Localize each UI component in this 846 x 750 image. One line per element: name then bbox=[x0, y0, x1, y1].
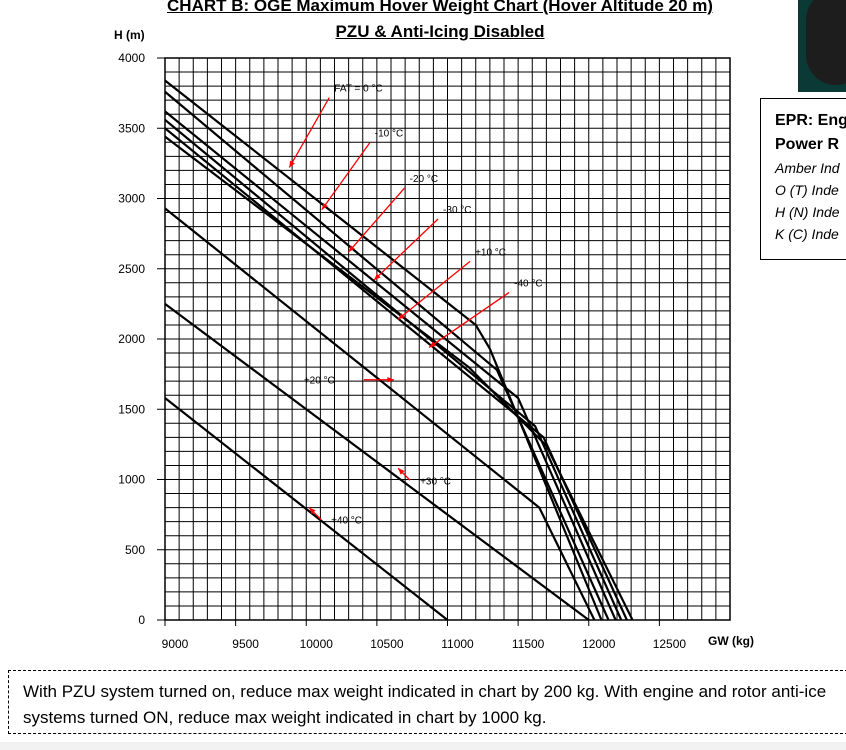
y-axis-label: H (m) bbox=[114, 28, 145, 42]
y-tick-label: 2500 bbox=[118, 262, 145, 276]
epr-line-k: K (C) Inde bbox=[775, 226, 839, 242]
annotation-arrowhead bbox=[398, 468, 405, 475]
annotation-arrow bbox=[373, 218, 439, 281]
annotation-label: +40 °C bbox=[331, 516, 362, 527]
series-line-3 bbox=[164, 118, 623, 621]
chart-title: CHART B: OGE Maximum Hover Weight Chart … bbox=[167, 0, 713, 15]
annotation-arrowhead bbox=[387, 377, 394, 383]
annotation-label: -30 °C bbox=[443, 205, 471, 216]
annotation-arrow bbox=[288, 97, 330, 168]
x-axis-label: GW (kg) bbox=[708, 634, 754, 648]
series-line-1 bbox=[164, 90, 610, 621]
epr-heading-2: Power R bbox=[775, 136, 840, 153]
series-line-2 bbox=[164, 110, 617, 621]
y-tick-label: 3500 bbox=[118, 121, 145, 135]
annotation-label: -10 °C bbox=[375, 129, 403, 140]
x-tick-label: 9500 bbox=[232, 637, 259, 651]
annotation-arrowhead bbox=[289, 160, 295, 168]
y-tick-label: 0 bbox=[138, 613, 145, 627]
x-tick-label: 10500 bbox=[370, 637, 404, 651]
annotation-label: +20 °C bbox=[304, 376, 335, 387]
y-tick-label: 1000 bbox=[118, 473, 145, 487]
x-tick-label: 9000 bbox=[162, 637, 189, 651]
series-line-6 bbox=[164, 207, 596, 621]
series-line-5 bbox=[164, 135, 634, 621]
epr-heading-1: EPR: Eng bbox=[775, 112, 846, 129]
x-tick-label: 12000 bbox=[582, 637, 616, 651]
series-line-8 bbox=[164, 397, 449, 621]
y-tick-label: 500 bbox=[125, 543, 145, 557]
annotation-arrow bbox=[428, 291, 510, 348]
epr-line-amber: Amber Ind bbox=[775, 160, 840, 176]
annotation-arrowhead bbox=[429, 341, 436, 348]
annotation-arrow bbox=[348, 187, 406, 253]
annotation-label: -20 °C bbox=[410, 174, 438, 185]
annotation-arrowhead bbox=[321, 202, 328, 210]
annotation-arrowhead bbox=[348, 245, 355, 252]
y-tick-label: 4000 bbox=[118, 51, 145, 65]
epr-line-h: H (N) Inde bbox=[775, 204, 840, 220]
annotation-arrow bbox=[321, 142, 371, 211]
annotation-label: -40 °C bbox=[514, 278, 542, 289]
epr-info-panel: EPR: Eng Power R Amber Ind O (T) Inde H … bbox=[760, 98, 846, 260]
annotation-label: FAT = 0 °C bbox=[334, 84, 382, 95]
annotation-arrowhead bbox=[374, 273, 381, 280]
annotation-arrowhead bbox=[398, 313, 405, 320]
correction-note: With PZU system turned on, reduce max we… bbox=[8, 670, 846, 734]
photo-thumbnail bbox=[798, 0, 846, 92]
hover-weight-chart: 9000 9500 10000 10500 11000 11500 12000 12500 0 5… bbox=[118, 51, 731, 651]
x-tick-label: 11500 bbox=[512, 637, 545, 651]
annotation-label: +30 °C bbox=[420, 476, 451, 487]
annotation-arrow bbox=[397, 260, 471, 320]
x-tick-label: 10000 bbox=[300, 637, 334, 651]
annotation-arrowhead bbox=[309, 507, 316, 515]
chart-subtitle: PZU & Anti-Icing Disabled bbox=[335, 22, 545, 41]
x-tick-label: 12500 bbox=[653, 637, 687, 651]
epr-line-o: O (T) Inde bbox=[775, 182, 839, 198]
y-tick-label: 2000 bbox=[118, 332, 145, 346]
series-line-0 bbox=[164, 79, 603, 621]
x-tick-label: 11000 bbox=[441, 637, 474, 651]
bottom-strip bbox=[0, 742, 846, 750]
series-line-7 bbox=[164, 302, 590, 621]
annotation-label: +10 °C bbox=[475, 247, 506, 258]
y-tick-label: 1500 bbox=[118, 402, 145, 416]
y-tick-label: 3000 bbox=[118, 192, 145, 206]
